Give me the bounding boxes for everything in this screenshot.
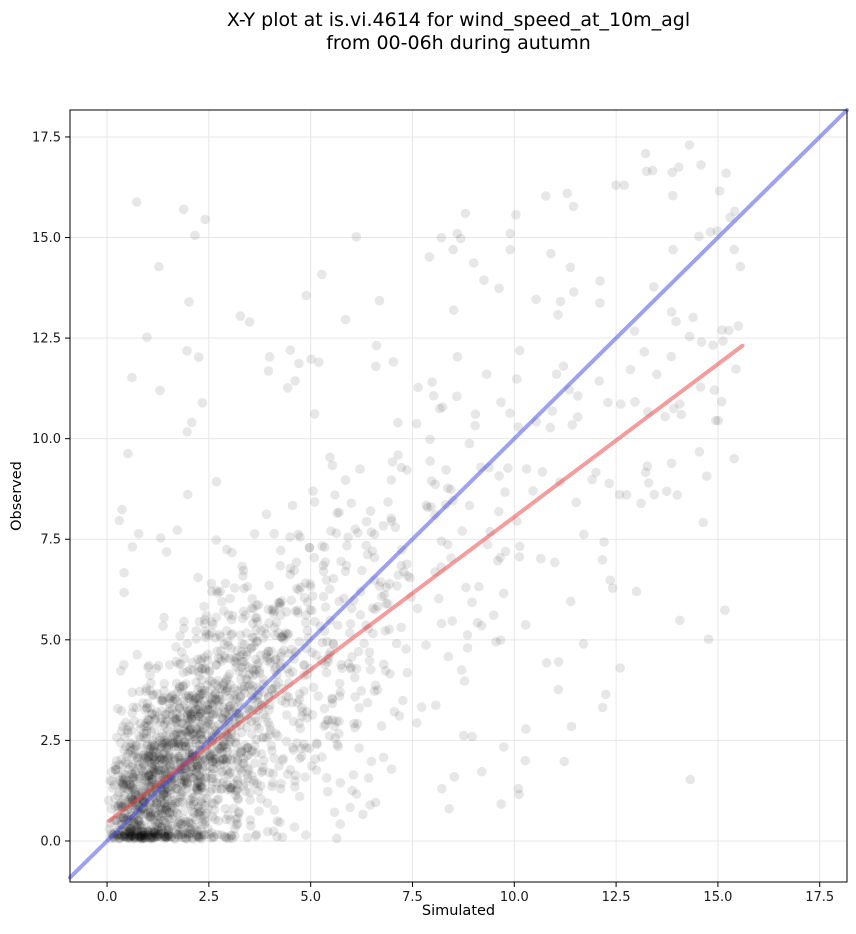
tick-marks (65, 136, 821, 887)
y-tick-label: 0.0 (40, 834, 61, 849)
y-tick-label: 2.5 (40, 734, 61, 749)
y-tick-label: 5.0 (40, 633, 61, 648)
grid-lines (70, 110, 847, 882)
y-tick-label: 10.0 (32, 432, 61, 447)
identity-line (68, 108, 849, 880)
scatter-points (103, 140, 746, 844)
y-tick-label: 17.5 (32, 130, 61, 145)
y-tick-label: 7.5 (40, 533, 61, 548)
x-tick-label: 2.5 (199, 890, 220, 905)
x-axis-label: Simulated (421, 903, 496, 919)
chart-title-line1: X-Y plot at is.vi.4614 for wind_speed_at… (226, 9, 691, 31)
chart-title: X-Y plot at is.vi.4614 for wind_speed_at… (70, 9, 847, 55)
y-tick-label: 15.0 (32, 231, 61, 246)
x-tick-label: 5.0 (300, 890, 321, 905)
x-tick-label: 12.5 (602, 890, 631, 905)
x-tick-label: 15.0 (703, 890, 732, 905)
tick-labels: 0.0 2.5 5.0 7.5 10.0 12.5 15.0 17.5 0.0 2.5 5.0 7.5… (32, 130, 834, 905)
x-tick-label: 17.5 (805, 890, 834, 905)
fit-line (107, 343, 745, 823)
y-tick-label: 12.5 (32, 332, 61, 347)
chart-title-line2: from 00-06h during autumn (326, 32, 591, 54)
x-tick-label: 0.0 (97, 890, 118, 905)
plot-border (69, 109, 848, 883)
x-tick-label: 10.0 (500, 890, 529, 905)
x-tick-label: 7.5 (402, 890, 423, 905)
y-axis-label: Observed (9, 461, 25, 531)
